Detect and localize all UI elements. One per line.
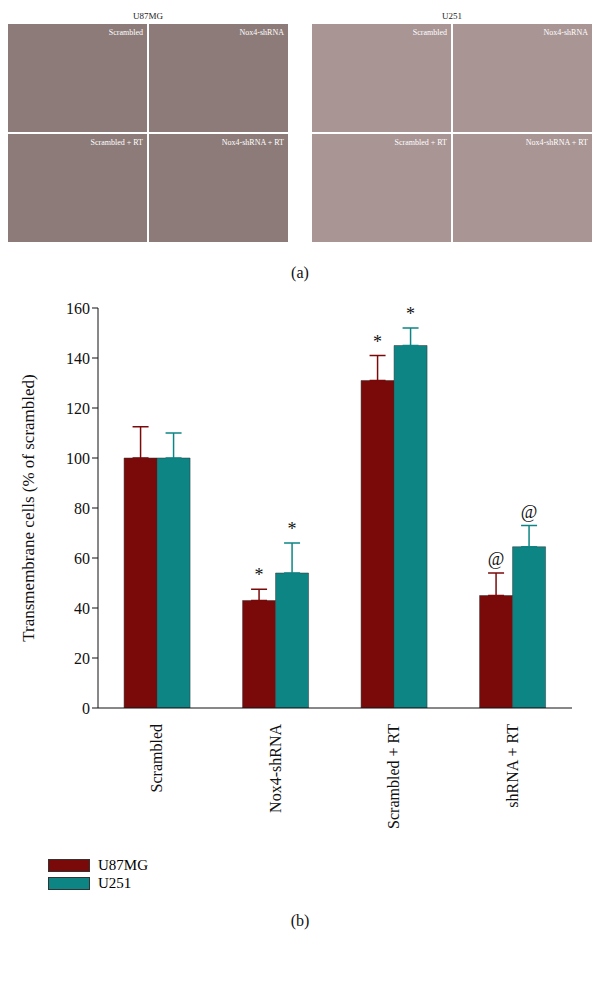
html-text:(b): (b) — [290, 912, 310, 929]
svg-text:*: * — [255, 565, 264, 585]
svg-text:Scrambled: Scrambled — [413, 28, 447, 37]
svg-text:U87MG: U87MG — [133, 11, 164, 21]
svg-text:120: 120 — [66, 400, 90, 417]
svg-text:60: 60 — [74, 550, 90, 567]
svg-text:40: 40 — [74, 600, 90, 617]
svg-text:Scrambled + RT: Scrambled + RT — [395, 138, 448, 147]
svg-text:100: 100 — [66, 450, 90, 467]
svg-text:Scrambled + RT: Scrambled + RT — [91, 138, 144, 147]
svg-text:U251: U251 — [442, 11, 462, 21]
svg-text:Nox4-shRNA + RT: Nox4-shRNA + RT — [222, 138, 284, 147]
svg-text:Nox4-shRNA: Nox4-shRNA — [240, 28, 285, 37]
svg-text:0: 0 — [82, 700, 90, 717]
svg-text:@: @ — [488, 549, 505, 569]
svg-text:*: * — [406, 304, 415, 324]
html-text:U87MG: U87MG — [98, 856, 148, 873]
svg-text:Scrambled: Scrambled — [148, 724, 165, 792]
html-text:(a): (a) — [291, 264, 309, 281]
svg-text:Transmembrane cells (% of scra: Transmembrane cells (% of scrambled) — [19, 374, 38, 642]
svg-text:*: * — [288, 519, 297, 539]
svg-text:Scrambled: Scrambled — [109, 28, 143, 37]
svg-text:140: 140 — [66, 350, 90, 367]
svg-text:20: 20 — [74, 650, 90, 667]
svg-text:shRNA + RT: shRNA + RT — [504, 724, 521, 808]
svg-text:Scrambled + RT: Scrambled + RT — [385, 724, 402, 829]
svg-text:80: 80 — [74, 500, 90, 517]
html-text:U251: U251 — [98, 874, 132, 891]
svg-text:160: 160 — [66, 300, 90, 317]
svg-text:*: * — [373, 332, 382, 352]
svg-text:Nox4-shRNA: Nox4-shRNA — [544, 28, 589, 37]
svg-text:Nox4-shRNA: Nox4-shRNA — [267, 724, 284, 813]
svg-text:@: @ — [521, 502, 538, 522]
svg-text:Nox4-shRNA + RT: Nox4-shRNA + RT — [526, 138, 588, 147]
